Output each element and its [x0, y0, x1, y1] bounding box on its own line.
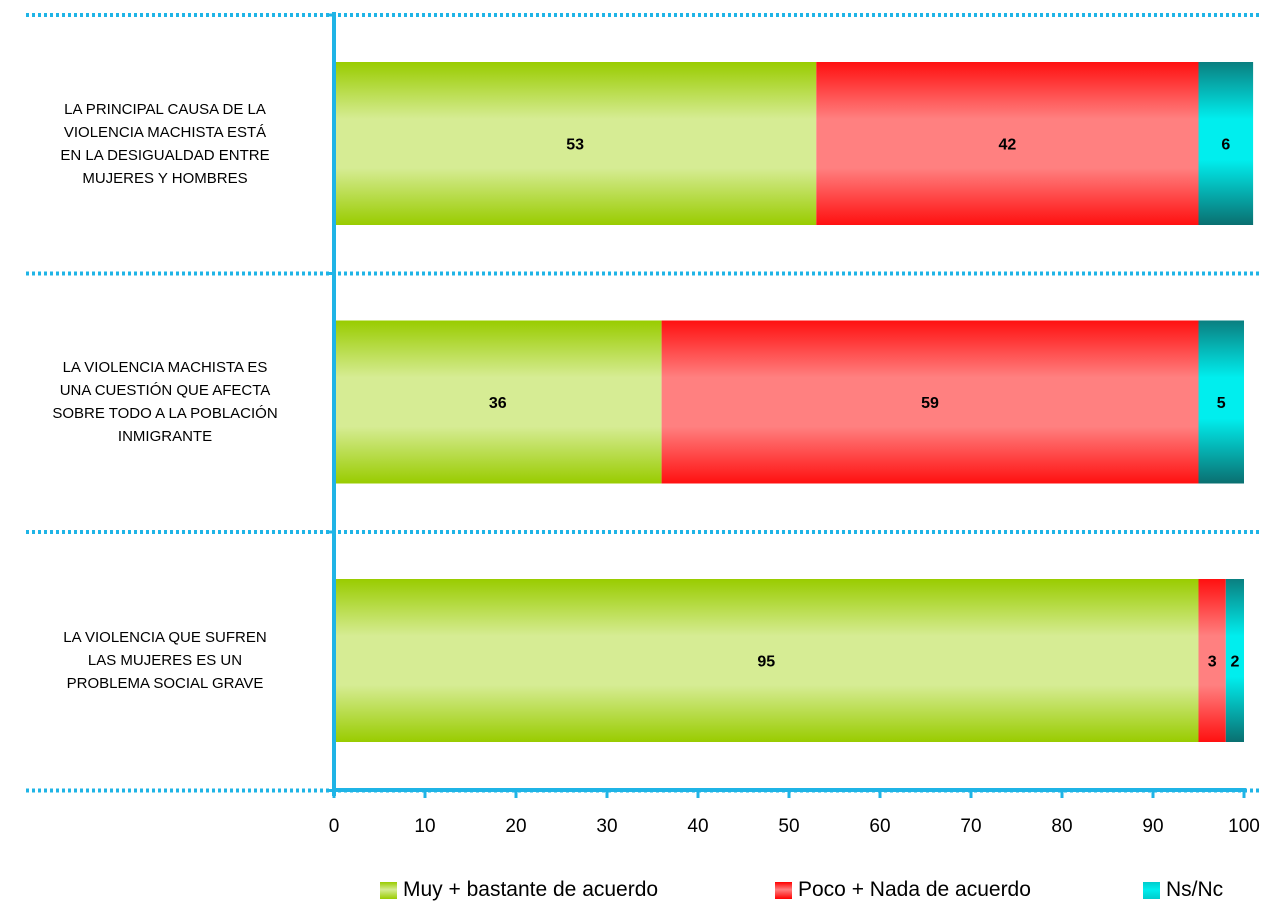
legend-item: Muy + bastante de acuerdo — [380, 878, 658, 902]
bar-segment — [334, 320, 662, 484]
category-label-line: PROBLEMA SOCIAL GRAVE — [66, 675, 264, 692]
legend-swatch — [380, 881, 397, 899]
x-tick-label: 100 — [1228, 816, 1260, 837]
bar-segment — [1225, 579, 1244, 742]
legend-label: Ns/Nc — [1166, 878, 1224, 901]
category-label-line: LA VIOLENCIA MACHISTA ES — [62, 359, 268, 376]
category-label-line: MUJERES Y HOMBRES — [82, 169, 248, 187]
x-tick-label: 40 — [687, 816, 708, 837]
category-label-line: LA PRINCIPAL CAUSA DE LA — [64, 100, 266, 118]
legend-label: Poco + Nada de acuerdo — [798, 878, 1031, 901]
category-label-line: LA VIOLENCIA QUE SUFREN — [63, 629, 267, 646]
bars-group: 53 42 6 36 59 5 95 3 2 — [334, 62, 1254, 742]
bar-segment — [1198, 320, 1244, 484]
bar-segment — [334, 62, 817, 225]
x-tick-label: 50 — [778, 816, 799, 837]
bar-segment — [661, 320, 1199, 484]
x-tick-label: 30 — [596, 816, 617, 837]
bar-segment — [334, 579, 1199, 742]
category-label-line: EN LA DESIGUALDAD ENTRE — [60, 146, 270, 164]
legend: Muy + bastante de acuerdo Poco + Nada de … — [0, 878, 1268, 908]
category-label-line: INMIGRANTE — [117, 428, 213, 445]
bar-data-label: 53 — [566, 137, 584, 154]
bar-segment — [1198, 579, 1226, 742]
bar-data-label: 42 — [999, 137, 1017, 154]
category-label-line: VIOLENCIA MACHISTA ESTÁ — [63, 123, 267, 141]
legend-swatch — [775, 881, 792, 899]
x-tick-label: 80 — [1051, 816, 1072, 837]
bar-data-label: 36 — [489, 395, 507, 412]
category-label-line: UNA CUESTIÓN QUE AFECTA — [59, 382, 271, 399]
x-tick-label: 70 — [960, 816, 981, 837]
bar-data-label: 6 — [1221, 137, 1230, 154]
x-tick-label: 20 — [505, 816, 526, 837]
x-tick-label: 90 — [1142, 816, 1163, 837]
legend-item: Ns/Nc — [1143, 878, 1223, 902]
legend-label: Muy + bastante de acuerdo — [403, 878, 659, 901]
bar-data-label: 2 — [1230, 654, 1239, 671]
x-tick-label: 60 — [869, 816, 890, 837]
bar-data-label: 5 — [1217, 395, 1226, 412]
category-label: LA VIOLENCIA QUE SUFREN LAS MUJERES ES UN… — [15, 626, 315, 695]
axes-group: 0 10 20 30 40 50 60 70 80 90 100 — [327, 12, 1260, 837]
category-label: LA PRINCIPAL CAUSA DE LA VIOLENCIA MACHIS… — [15, 98, 315, 190]
bar-segment — [1198, 62, 1254, 225]
bar-data-label: 95 — [757, 654, 775, 671]
x-tick-label: 0 — [329, 816, 340, 837]
category-label: LA VIOLENCIA MACHISTA ES UNA CUESTIÓN QUE… — [15, 356, 315, 448]
category-label-line: LAS MUJERES ES UN — [87, 652, 243, 669]
bar-data-label: 59 — [921, 395, 939, 412]
x-tick-label: 10 — [414, 816, 435, 837]
category-label-line: SOBRE TODO A LA POBLACIÓN — [52, 405, 278, 422]
bar-data-label: 3 — [1208, 654, 1217, 671]
legend-item: Poco + Nada de acuerdo — [775, 878, 1031, 902]
bar-segment — [816, 62, 1199, 225]
legend-swatch — [1143, 881, 1160, 899]
